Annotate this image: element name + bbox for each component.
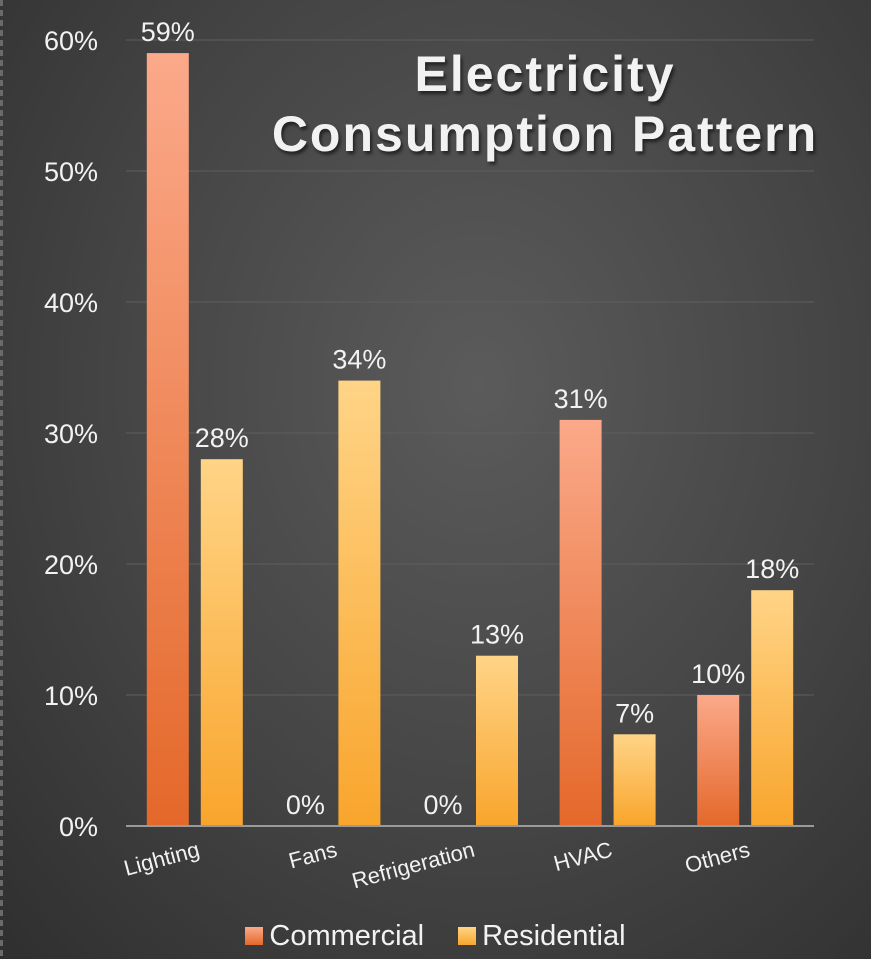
bar-residential-fans (338, 380, 381, 826)
data-label-commercial-fans: 0% (286, 790, 325, 820)
chart-title-line-1: Electricity (414, 46, 676, 102)
bar-residential-hvac (613, 734, 656, 826)
legend-swatch-commercial (245, 927, 264, 945)
chart-title-line-2: Consumption Pattern (271, 106, 819, 162)
y-tick-label: 60% (44, 26, 98, 56)
x-tick-label-refrigeration: Refrigeration (349, 837, 477, 894)
data-label-residential-hvac: 7% (615, 698, 654, 728)
data-label-commercial-hvac: 31% (554, 384, 608, 414)
x-tick-label-others: Others (682, 837, 752, 878)
data-label-commercial-refrigeration: 0% (423, 790, 462, 820)
legend-entry-commercial: Commercial (245, 920, 424, 953)
chart-title: Electricity Consumption Pattern (230, 44, 860, 164)
x-tick-label-fans: Fans (286, 837, 340, 874)
legend-label-residential: Residential (482, 919, 626, 952)
left-edge-decoration (0, 0, 3, 959)
data-label-residential-refrigeration: 13% (470, 620, 524, 650)
bar-residential-lighting (200, 459, 243, 826)
legend-label-commercial: Commercial (269, 919, 425, 952)
bar-commercial-others (697, 695, 740, 826)
x-tick-label-lighting: Lighting (121, 837, 202, 881)
data-label-residential-fans: 34% (332, 345, 386, 375)
y-tick-label: 20% (44, 550, 98, 580)
data-label-commercial-others: 10% (691, 659, 745, 689)
data-label-residential-others: 18% (745, 554, 799, 584)
legend-entry-residential: Residential (458, 919, 626, 953)
bar-commercial-hvac (559, 419, 602, 826)
chart-legend: Commercial Residential (0, 916, 871, 956)
bar-commercial-lighting (146, 53, 189, 827)
legend-swatch-residential (458, 927, 477, 945)
y-tick-label: 30% (44, 419, 98, 449)
data-label-residential-lighting: 28% (195, 423, 249, 453)
y-tick-label: 10% (44, 681, 98, 711)
y-tick-label: 50% (44, 157, 98, 187)
data-label-commercial-lighting: 59% (141, 17, 195, 47)
y-tick-label: 40% (44, 288, 98, 318)
x-tick-label-hvac: HVAC (551, 837, 615, 877)
y-tick-label: 0% (59, 812, 98, 842)
bar-residential-others (751, 590, 794, 826)
bar-residential-refrigeration (476, 655, 518, 826)
